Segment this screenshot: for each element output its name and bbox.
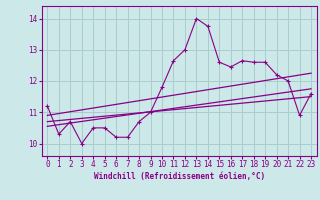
X-axis label: Windchill (Refroidissement éolien,°C): Windchill (Refroidissement éolien,°C) bbox=[94, 172, 265, 181]
